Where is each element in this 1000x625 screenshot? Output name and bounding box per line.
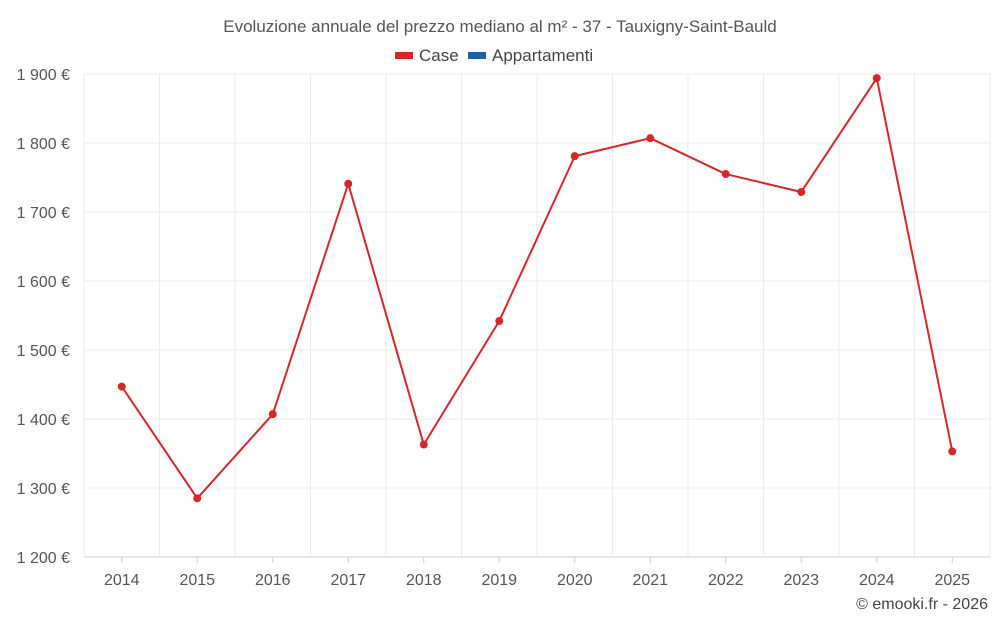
data-point[interactable] [721,170,730,179]
x-tick-label: 2023 [783,572,819,589]
x-tick-label: 2019 [481,572,517,589]
data-point[interactable] [570,152,579,161]
data-point[interactable] [495,317,504,326]
x-tick-label: 2018 [406,572,442,589]
y-axis-tick-labels: 1 200 € 1 300 € 1 400 € 1 500 € 1 600 € 1 700… [17,67,70,567]
chart-title: Evoluzione annuale del prezzo mediano al… [223,17,776,36]
y-tick-label: 1 300 € [17,481,70,498]
x-tick-label: 2022 [708,572,744,589]
series-line [120,77,954,500]
x-tick-label: 2024 [859,572,895,589]
x-axis-tick-labels: 2014 2015 2016 2017 2018 2019 2020 2021 2022 2023… [104,572,970,589]
credit-text: © emooki.fr - 2026 [856,596,988,613]
y-tick-label: 1 400 € [17,412,70,429]
data-point[interactable] [646,134,655,143]
data-point[interactable] [268,410,277,419]
legend-label-case[interactable]: Case [419,46,459,65]
legend-swatch-case[interactable] [395,52,413,59]
data-point[interactable] [872,74,881,83]
x-tick-label: 2020 [557,572,593,589]
legend: Case Appartamenti [395,46,593,65]
x-tick-label: 2025 [934,572,970,589]
data-point[interactable] [344,179,353,188]
y-tick-label: 1 500 € [17,343,70,360]
data-point[interactable] [117,382,126,391]
series-case [117,74,957,503]
x-tick-label: 2015 [179,572,215,589]
data-point[interactable] [948,447,957,456]
y-tick-label: 1 600 € [17,274,70,291]
grid [83,73,991,563]
x-tick-label: 2021 [632,572,668,589]
y-tick-label: 1 800 € [17,136,70,153]
data-point[interactable] [193,494,202,503]
legend-label-appartamenti[interactable]: Appartamenti [492,46,593,65]
x-tick-label: 2014 [104,572,140,589]
data-point[interactable] [419,440,428,449]
y-tick-label: 1 900 € [17,67,70,84]
data-point[interactable] [797,187,806,196]
y-tick-label: 1 700 € [17,205,70,222]
x-tick-label: 2016 [255,572,291,589]
x-tick-label: 2017 [330,572,366,589]
legend-swatch-appartamenti[interactable] [468,52,486,59]
y-tick-label: 1 200 € [17,550,70,567]
